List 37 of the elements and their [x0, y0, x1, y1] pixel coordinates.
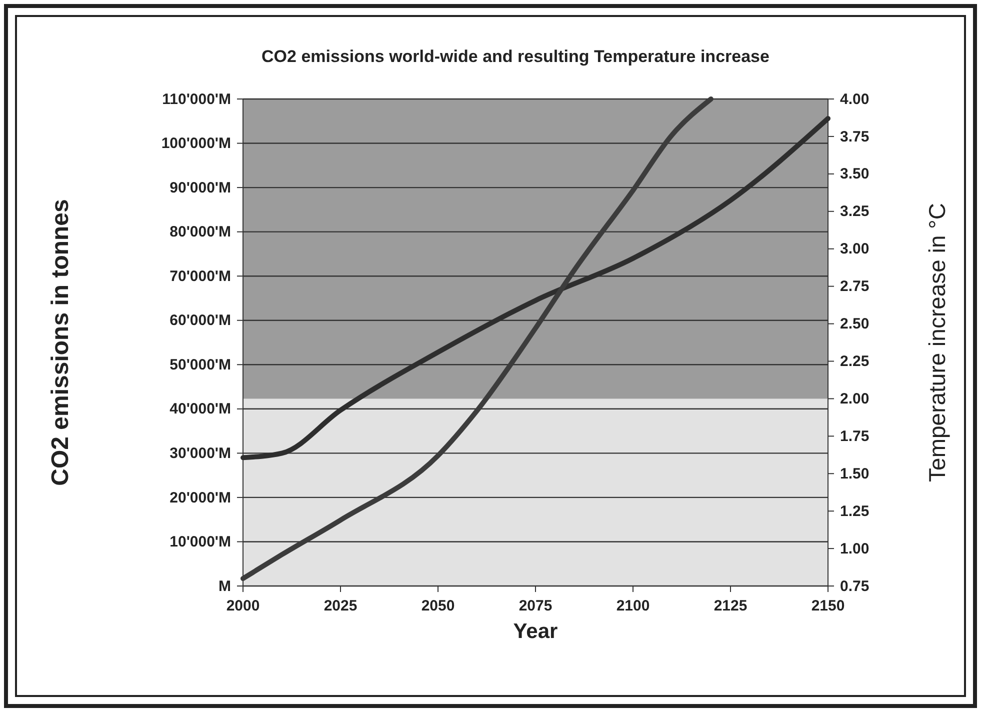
- x-tick-label: 2075: [518, 598, 552, 615]
- x-tick-label: 2150: [811, 598, 845, 615]
- x-tick-label: 2050: [421, 598, 455, 615]
- y2-tick-label: 0.75: [840, 578, 870, 595]
- y2-axis-title: Temperature increase in °C: [924, 203, 950, 482]
- x-tick-label: 2100: [616, 598, 650, 615]
- y-tick-label: 40'000'M: [170, 400, 231, 418]
- y-tick-label: 70'000'M: [170, 268, 231, 285]
- y2-tick-label: 3.75: [840, 128, 870, 146]
- y-tick-label: 80'000'M: [170, 224, 231, 241]
- y-tick-label: 50'000'M: [170, 356, 231, 374]
- x-tick-label: 2125: [714, 598, 748, 615]
- y-tick-label: 20'000'M: [170, 489, 231, 506]
- y-tick-label: 10'000'M: [170, 534, 231, 551]
- y2-tick-label: 2.50: [840, 316, 870, 333]
- y-tick-label: 60'000'M: [170, 312, 231, 330]
- y-tick-label: 90'000'M: [170, 179, 231, 196]
- y-axis-title: CO2 emissions in tonnes: [47, 199, 74, 486]
- y2-tick-label: 3.50: [840, 166, 870, 183]
- y-tick-label: M: [218, 578, 231, 595]
- y2-tick-label: 3.00: [840, 240, 870, 258]
- chart-title: CO2 emissions world-wide and resulting Temperature increase: [262, 47, 770, 66]
- y2-tick-label: 1.50: [840, 465, 870, 482]
- x-tick-label: 2025: [324, 598, 358, 615]
- y2-tick-label: 1.00: [840, 540, 870, 558]
- y2-tick-label: 2.25: [840, 353, 870, 370]
- y-tick-label: 30'000'M: [170, 444, 231, 462]
- y-tick-label: 110'000'M: [162, 90, 231, 108]
- y2-tick-label: 2.75: [840, 278, 870, 296]
- x-axis-title: Year: [513, 620, 558, 643]
- y-tick-label: 100'000'M: [161, 135, 231, 152]
- y2-tick-label: 1.25: [840, 502, 870, 520]
- x-tick-label: 2000: [226, 598, 260, 615]
- y2-tick-label: 2.00: [840, 390, 870, 408]
- y2-tick-label: 3.25: [840, 203, 870, 220]
- y2-tick-label: 1.75: [840, 428, 870, 445]
- y2-tick-label: 4.00: [840, 90, 870, 108]
